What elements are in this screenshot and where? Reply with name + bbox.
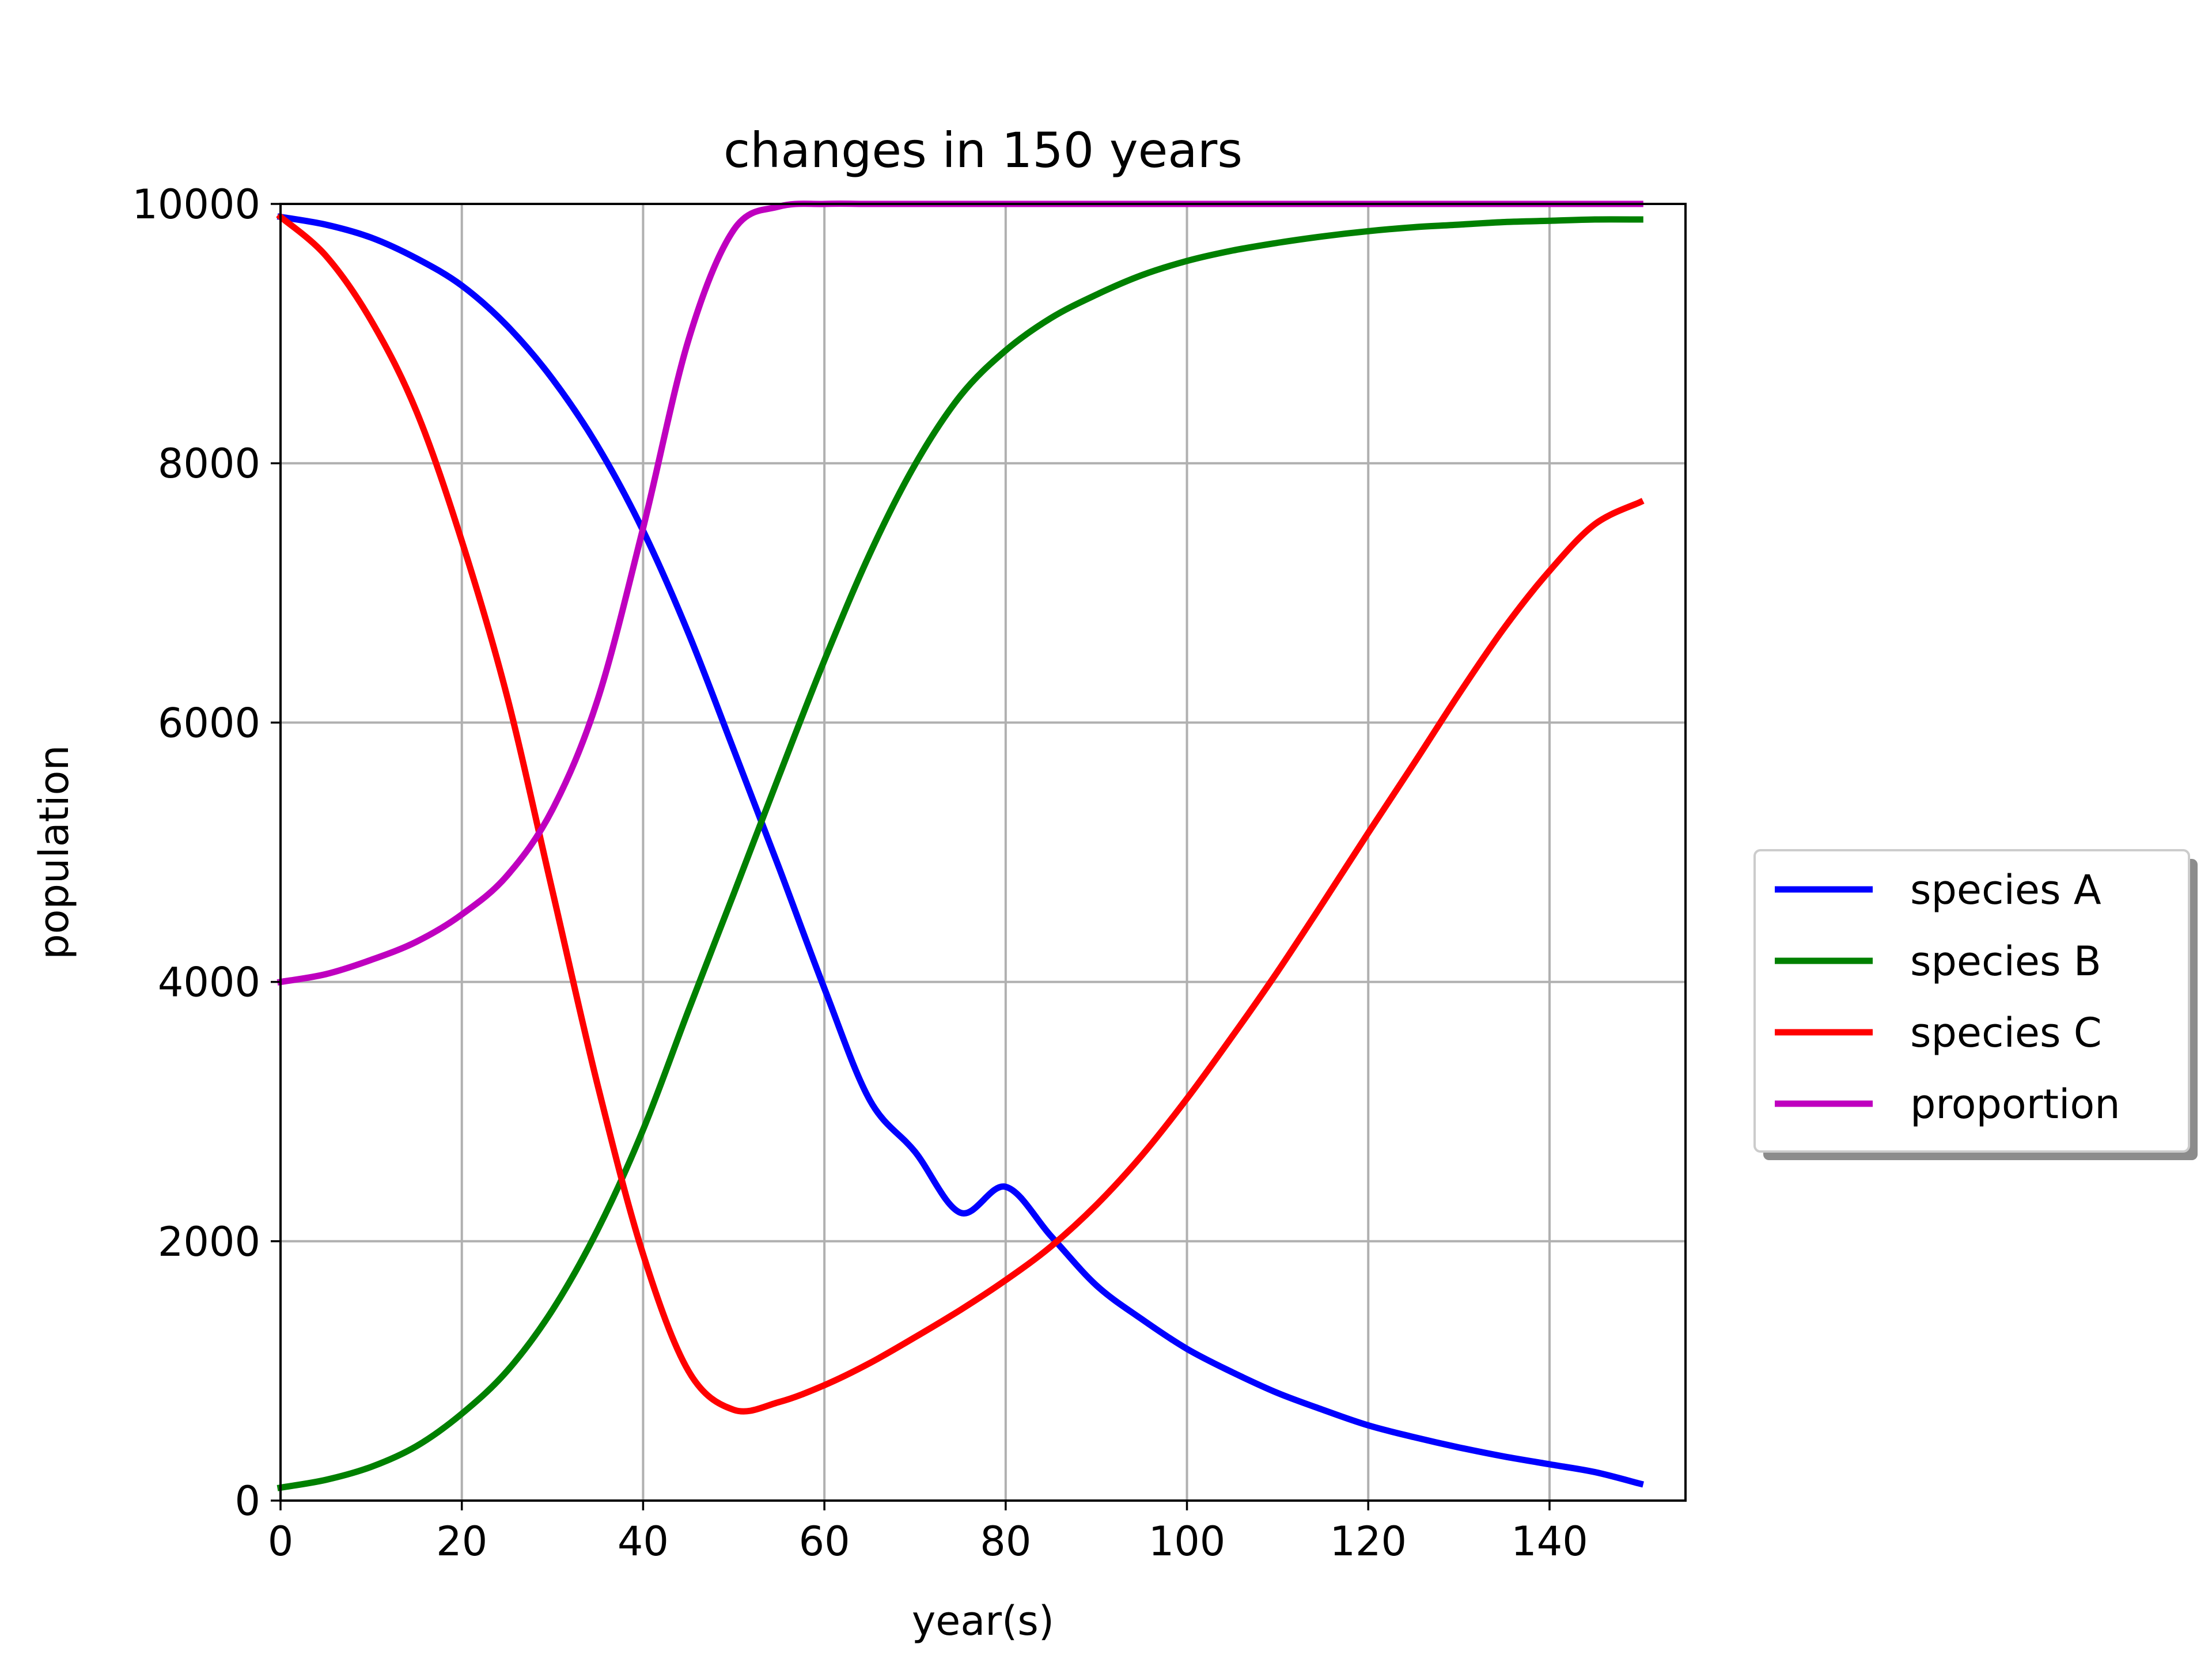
plot-area-frame [279, 203, 1687, 1502]
y-tick-label: 10000 [132, 181, 260, 228]
y-tick-label: 2000 [158, 1218, 260, 1266]
chart-title: changes in 150 years [724, 122, 1243, 179]
x-tick-label: 80 [980, 1518, 1031, 1565]
x-tick-label: 40 [618, 1518, 669, 1565]
x-tick-label: 140 [1511, 1518, 1588, 1565]
axis-ticks: 0 20 40 60 80 100 120 140 0 2000 4000 6000 8000 10000 [132, 181, 1588, 1565]
series-line-proportion [276, 200, 1643, 986]
x-axis-title: year(s) [912, 1597, 1054, 1645]
legend: species A species B species C proportion [1753, 849, 2198, 1160]
series-line-species-b [276, 216, 1643, 1491]
series-line-species-c [276, 212, 1645, 1415]
legend-label: species B [1910, 938, 2101, 985]
x-tick-label: 60 [799, 1518, 850, 1565]
series-line-species-a [276, 213, 1644, 1488]
legend-label: species A [1910, 866, 2101, 914]
y-axis-title: population [31, 745, 78, 960]
x-tick-label: 120 [1330, 1518, 1407, 1565]
x-tick-label: 20 [436, 1518, 487, 1565]
legend-label: species C [1910, 1009, 2102, 1056]
legend-box [1753, 849, 2190, 1153]
x-tick-label: 0 [268, 1518, 294, 1565]
gridlines [279, 203, 1685, 1502]
x-tick-label: 100 [1149, 1518, 1226, 1565]
y-tick-label: 8000 [158, 440, 260, 487]
y-tick-label: 0 [234, 1478, 260, 1525]
series-lines [276, 200, 1645, 1491]
y-tick-label: 6000 [158, 699, 260, 747]
y-tick-label: 4000 [158, 959, 260, 1006]
legend-label: proportion [1910, 1081, 2120, 1128]
